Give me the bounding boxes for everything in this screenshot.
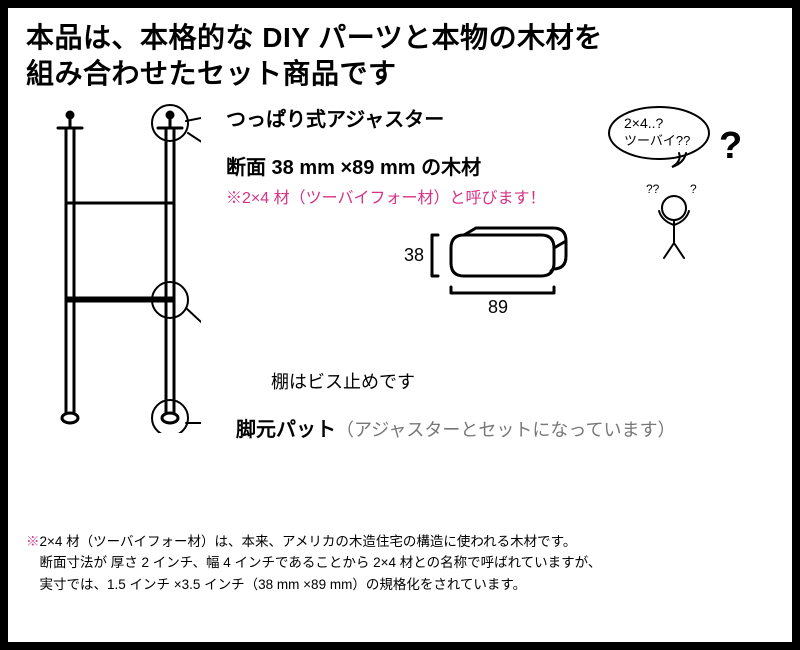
svg-text:?: ? — [719, 125, 742, 167]
footnote-star: ※ — [26, 534, 40, 549]
label-wood: 断面 38 mm ×89 mm の木材 ※2×4 材（ツーバイフォー材）と呼びま… — [226, 151, 545, 208]
svg-text:?: ? — [690, 182, 697, 196]
infographic-frame: 本品は、本格的な DIY パーツと本物の木材を 組み合わせたセット商品です — [0, 0, 800, 650]
diagram-area: つっぱり式アジャスター 断面 38 mm ×89 mm の木材 ※2×4 材（ツ… — [26, 103, 774, 523]
wood-cross-section: 38 89 — [396, 223, 576, 333]
svg-text:??: ?? — [646, 182, 660, 196]
bubble-text1: 2×4..? — [624, 115, 664, 131]
magenta-star: ※ — [226, 190, 242, 207]
title-line-1: 本品は、本格的な DIY パーツと本物の木材を — [26, 20, 774, 56]
bubble-text2: ツーバイ?? — [624, 133, 690, 148]
title-line-2: 組み合わせたセット商品です — [26, 56, 774, 92]
confused-character: ? ?? ? 2×4..? ツーバイ?? — [564, 103, 764, 263]
label-foot: 脚元パット（アジャスターとセットになっています） — [236, 413, 675, 442]
dim-w: 89 — [488, 297, 508, 317]
main-title: 本品は、本格的な DIY パーツと本物の木材を 組み合わせたセット商品です — [26, 20, 774, 93]
dim-h: 38 — [404, 245, 424, 265]
label-adjuster: つっぱり式アジャスター — [226, 103, 444, 132]
shelf-sketch — [26, 103, 201, 433]
footnote: ※2×4 材（ツーバイフォー材）は、本来、アメリカの木造住宅の構造に使われる木材… — [26, 531, 774, 596]
label-screw: 棚はビス止めです — [271, 368, 415, 394]
